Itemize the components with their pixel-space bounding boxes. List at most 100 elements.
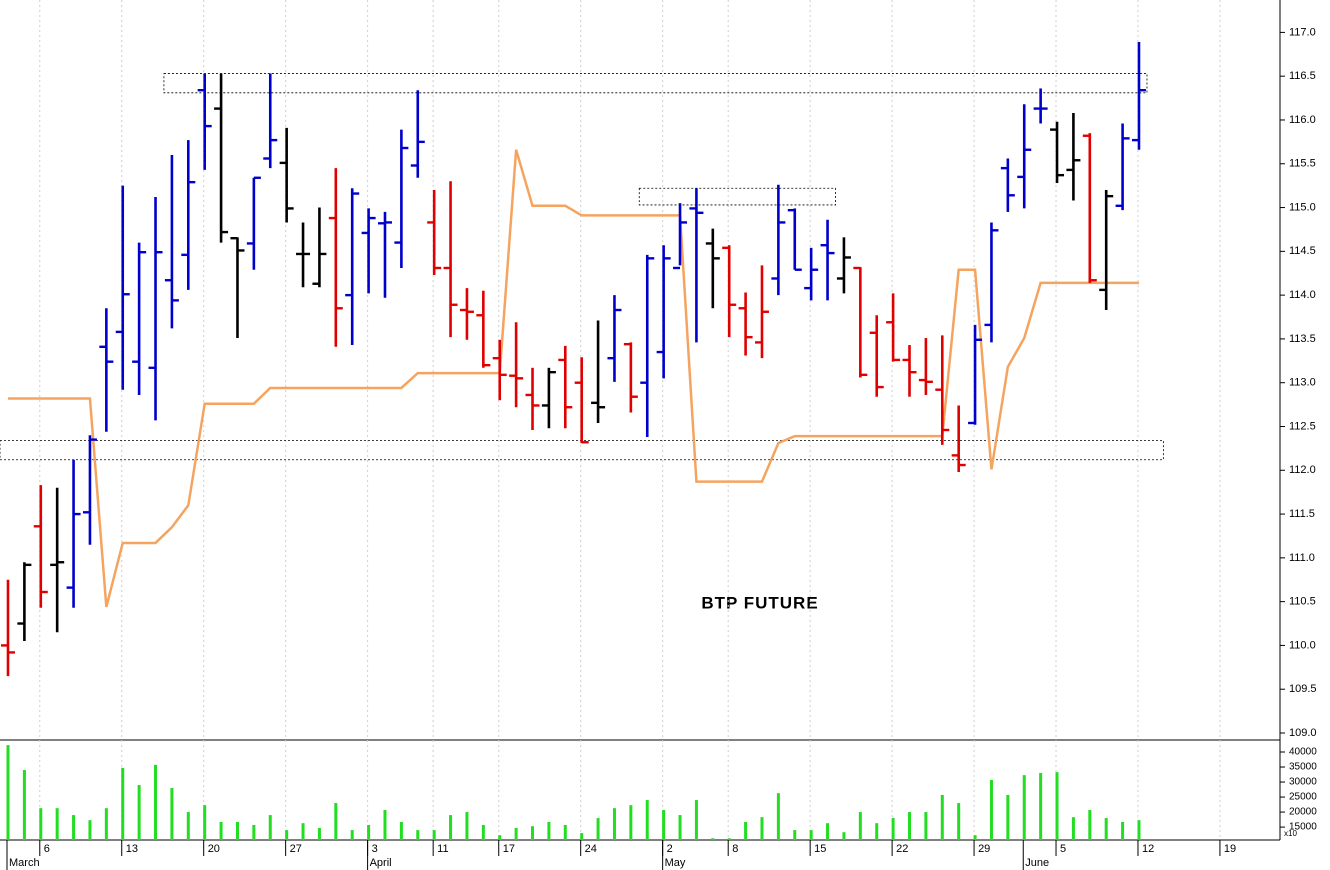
volume-bar bbox=[973, 835, 977, 840]
x-tick-label: 8 bbox=[732, 843, 738, 855]
volume-bar bbox=[1006, 794, 1010, 840]
x-tick-label: 20 bbox=[208, 843, 220, 855]
x-tick-label: 29 bbox=[978, 843, 990, 855]
volume-bar bbox=[416, 830, 420, 840]
y-tick-label: 115.5 bbox=[1289, 158, 1316, 170]
y-tick-label: 112.0 bbox=[1289, 464, 1316, 476]
y-tick-label: 110.5 bbox=[1289, 596, 1316, 608]
annotation: BTP FUTURE bbox=[701, 593, 818, 612]
volume-bar bbox=[924, 812, 928, 840]
volume-bar bbox=[121, 767, 125, 840]
volume-bar bbox=[760, 817, 764, 840]
volume-bar bbox=[989, 779, 993, 840]
overlay-line bbox=[8, 149, 1139, 608]
volume-bar bbox=[957, 803, 961, 840]
x-tick-label: 17 bbox=[503, 843, 515, 855]
volume-bar bbox=[465, 812, 469, 840]
volume-bar bbox=[776, 793, 780, 840]
month-label: April bbox=[370, 857, 392, 869]
volume-bar bbox=[301, 823, 305, 840]
volume-bar bbox=[711, 838, 715, 840]
y-tick-label: 113.0 bbox=[1289, 377, 1316, 389]
volume-bar bbox=[1039, 773, 1043, 840]
volume-bar bbox=[1055, 772, 1059, 840]
x-tick-label: 12 bbox=[1142, 843, 1154, 855]
volume-bar bbox=[940, 794, 944, 840]
volume-bar bbox=[596, 818, 600, 840]
volume-bar bbox=[662, 809, 666, 840]
volume-bar bbox=[727, 838, 731, 840]
volume-bar bbox=[39, 808, 43, 840]
volume-bar bbox=[1104, 818, 1108, 840]
volume-unit-label: x10 bbox=[1284, 829, 1297, 838]
volume-bar bbox=[908, 812, 912, 840]
x-tick-label: 6 bbox=[44, 843, 50, 855]
volume-bar bbox=[137, 785, 141, 840]
volume-bar bbox=[1071, 817, 1075, 840]
volume-bar bbox=[317, 827, 321, 840]
volume-bar bbox=[449, 815, 453, 840]
volume-bar bbox=[826, 823, 830, 840]
y-tick-label: 111.5 bbox=[1289, 508, 1315, 520]
x-tick-label: 15 bbox=[814, 843, 826, 855]
volume-bar bbox=[875, 823, 879, 840]
volume-bar bbox=[809, 830, 813, 840]
volume-y-tick-label: 40000 bbox=[1289, 747, 1317, 758]
volume-bar bbox=[514, 827, 518, 840]
y-tick-label: 114.0 bbox=[1289, 289, 1316, 301]
volume-bar bbox=[285, 830, 289, 840]
volume-bar bbox=[383, 809, 387, 840]
x-tick-label: 27 bbox=[290, 843, 302, 855]
volume-bar bbox=[154, 764, 158, 840]
y-tick-label: 110.0 bbox=[1289, 639, 1316, 651]
volume-bar bbox=[203, 805, 207, 840]
volume-bar bbox=[72, 815, 76, 840]
volume-bar bbox=[531, 826, 535, 840]
y-tick-label: 117.0 bbox=[1289, 26, 1316, 38]
volume-bar bbox=[334, 803, 338, 840]
volume-bar bbox=[1022, 775, 1026, 840]
volume-bar bbox=[399, 821, 403, 840]
volume-bar bbox=[88, 820, 92, 840]
volume-bar bbox=[694, 800, 698, 840]
volume-bar bbox=[6, 745, 10, 840]
volume-bar bbox=[1088, 809, 1092, 840]
volume-y-tick-label: 20000 bbox=[1289, 807, 1317, 818]
volume-bar bbox=[891, 818, 895, 840]
volume-bar bbox=[432, 830, 436, 840]
y-tick-label: 109.5 bbox=[1289, 683, 1317, 695]
volume-bar bbox=[350, 830, 354, 840]
zone bbox=[638, 187, 836, 206]
volume-bar bbox=[744, 821, 748, 840]
x-tick-label: 13 bbox=[126, 843, 138, 855]
y-tick-label: 114.5 bbox=[1289, 245, 1316, 257]
month-label: June bbox=[1025, 857, 1049, 869]
volume-y-tick-label: 35000 bbox=[1289, 762, 1317, 773]
volume-y-tick-label: 30000 bbox=[1289, 777, 1317, 788]
x-tick-label: 19 bbox=[1224, 843, 1236, 855]
volume-bar bbox=[629, 805, 633, 840]
volume-bar bbox=[645, 800, 649, 840]
volume-bar bbox=[547, 821, 551, 840]
y-tick-label: 111.0 bbox=[1289, 552, 1315, 564]
volume-bar bbox=[268, 815, 272, 840]
volume-y-tick-label: 15000 bbox=[1289, 822, 1317, 833]
y-tick-label: 116.5 bbox=[1289, 70, 1316, 82]
zone bbox=[163, 73, 1148, 94]
volume-bar bbox=[793, 830, 797, 840]
x-tick-label: 24 bbox=[585, 843, 597, 855]
volume-bar bbox=[1137, 820, 1141, 840]
volume-y-tick-label: 25000 bbox=[1289, 792, 1317, 803]
volume-bar bbox=[481, 824, 485, 840]
volume-bar bbox=[678, 815, 682, 840]
volume-bar bbox=[1121, 821, 1125, 840]
x-tick-label: 2 bbox=[667, 843, 673, 855]
y-tick-label: 115.0 bbox=[1289, 201, 1316, 213]
x-tick-label: 22 bbox=[896, 843, 908, 855]
volume-bar bbox=[235, 821, 239, 840]
month-label: May bbox=[665, 857, 686, 869]
x-tick-label: 11 bbox=[437, 843, 448, 855]
volume-bar bbox=[580, 833, 584, 840]
